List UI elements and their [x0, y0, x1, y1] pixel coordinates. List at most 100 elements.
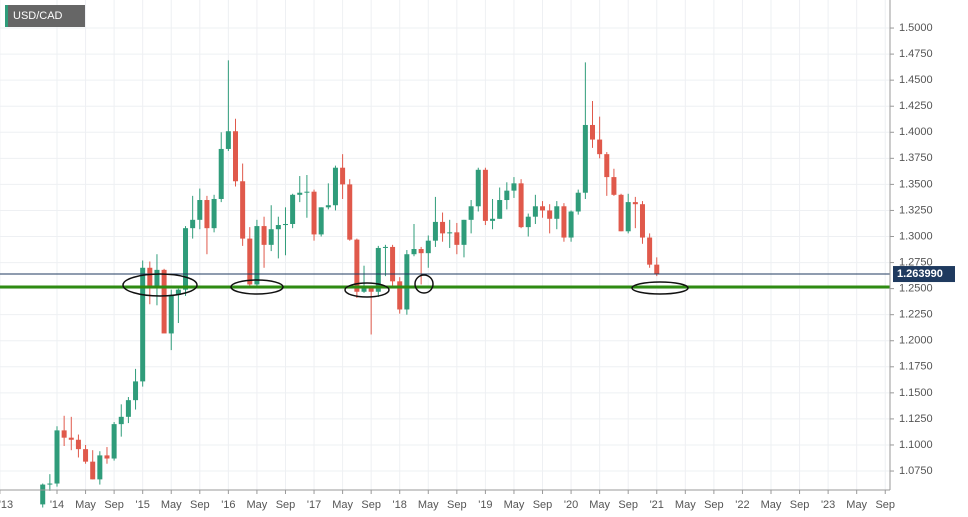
y-tick-label: 1.4250 — [899, 100, 933, 112]
candle-body — [97, 455, 103, 480]
candle-body — [568, 211, 574, 238]
x-tick-label: '17 — [307, 499, 321, 511]
candle-body — [147, 267, 153, 288]
candle-body — [447, 232, 453, 234]
x-tick-label: May — [161, 499, 182, 511]
candle-body — [282, 223, 288, 226]
x-tick-label: May — [418, 499, 439, 511]
x-tick-label: '23 — [821, 499, 835, 511]
candle-body — [183, 228, 189, 290]
y-tick-label: 1.1000 — [899, 439, 933, 451]
candle-body — [540, 206, 546, 211]
x-tick-label: May — [675, 499, 696, 511]
y-tick-label: 1.2750 — [899, 256, 933, 268]
candle-body — [654, 264, 660, 275]
candle-body — [54, 430, 60, 484]
ellipse — [631, 281, 689, 295]
candle-body — [482, 169, 488, 221]
candle-body — [197, 200, 203, 220]
candle-body — [233, 131, 238, 182]
candle-body — [318, 207, 324, 235]
candle-body — [154, 269, 160, 288]
chart-title: USD/CAD — [13, 10, 63, 22]
candle-body — [340, 167, 346, 185]
candle-body — [332, 167, 338, 206]
x-tick-label: May — [332, 499, 353, 511]
circle — [414, 274, 434, 294]
candle-body — [497, 200, 503, 219]
x-tick-label: May — [75, 499, 96, 511]
candle-body — [397, 281, 403, 310]
x-tick-label: Sep — [533, 499, 553, 511]
title-accent — [5, 5, 8, 27]
candle-body — [454, 232, 460, 245]
x-tick-label: May — [761, 499, 782, 511]
y-tick-label: 1.1750 — [899, 361, 933, 373]
candle-body — [575, 192, 581, 212]
y-tick-label: 1.3750 — [899, 152, 933, 164]
x-tick-label: May — [504, 499, 525, 511]
candle-body — [404, 254, 410, 310]
candle-body — [90, 461, 96, 480]
x-tick-label: Sep — [190, 499, 210, 511]
candle-body — [61, 430, 67, 438]
x-tick-label: Sep — [790, 499, 810, 511]
candle-body — [411, 249, 417, 255]
candle-body — [425, 240, 431, 254]
candle-body — [525, 216, 531, 228]
candle-body — [268, 229, 274, 245]
candle-body — [47, 483, 53, 485]
candle-body — [604, 154, 610, 178]
y-tick-label: 1.4000 — [899, 126, 933, 138]
candle-body — [390, 246, 396, 282]
x-tick-label: '20 — [564, 499, 578, 511]
candle-body — [547, 210, 553, 219]
candle-body — [490, 218, 496, 221]
candle-body — [75, 439, 81, 450]
x-tick-label: Sep — [104, 499, 124, 511]
x-tick-label: May — [846, 499, 867, 511]
y-tick-label: 1.3500 — [899, 178, 933, 190]
price-label: 1.263990 — [897, 268, 943, 280]
candle-body — [618, 194, 624, 232]
y-tick-label: 1.1500 — [899, 387, 933, 399]
candle-body — [597, 139, 603, 155]
candle-body — [83, 449, 89, 462]
candle-body — [290, 194, 296, 224]
candle-body — [325, 205, 331, 208]
candle-body — [133, 381, 139, 401]
candle-body — [461, 219, 467, 245]
grid — [0, 0, 890, 490]
y-tick-label: 1.0750 — [899, 465, 933, 477]
candle-body — [275, 225, 281, 230]
candle-body — [175, 289, 181, 295]
candle-body — [554, 206, 560, 219]
candle-body — [582, 124, 588, 193]
candle-body — [211, 198, 217, 229]
candle-body — [354, 239, 360, 292]
candle-body — [254, 226, 260, 285]
candle-body — [647, 237, 653, 265]
x-tick-label: '21 — [650, 499, 664, 511]
x-tick-label: '14 — [50, 499, 64, 511]
y-tick-label: 1.4500 — [899, 74, 933, 86]
x-tick-label: May — [247, 499, 268, 511]
candle-body — [297, 192, 303, 195]
y-tick-label: 1.2250 — [899, 309, 933, 321]
candle-body — [561, 206, 567, 238]
x-tick-label: Sep — [447, 499, 467, 511]
price-label-box — [893, 266, 955, 283]
candle-body — [518, 183, 524, 228]
candle-body — [504, 190, 510, 201]
y-tick-label: 1.2000 — [899, 335, 933, 347]
candle-body — [347, 184, 353, 240]
x-tick-label: Sep — [276, 499, 296, 511]
candle-body — [611, 177, 617, 195]
x-tick-label: '19 — [478, 499, 492, 511]
candle-body — [140, 267, 146, 382]
x-tick-label: May — [589, 499, 610, 511]
y-tick-label: 1.3250 — [899, 204, 933, 216]
